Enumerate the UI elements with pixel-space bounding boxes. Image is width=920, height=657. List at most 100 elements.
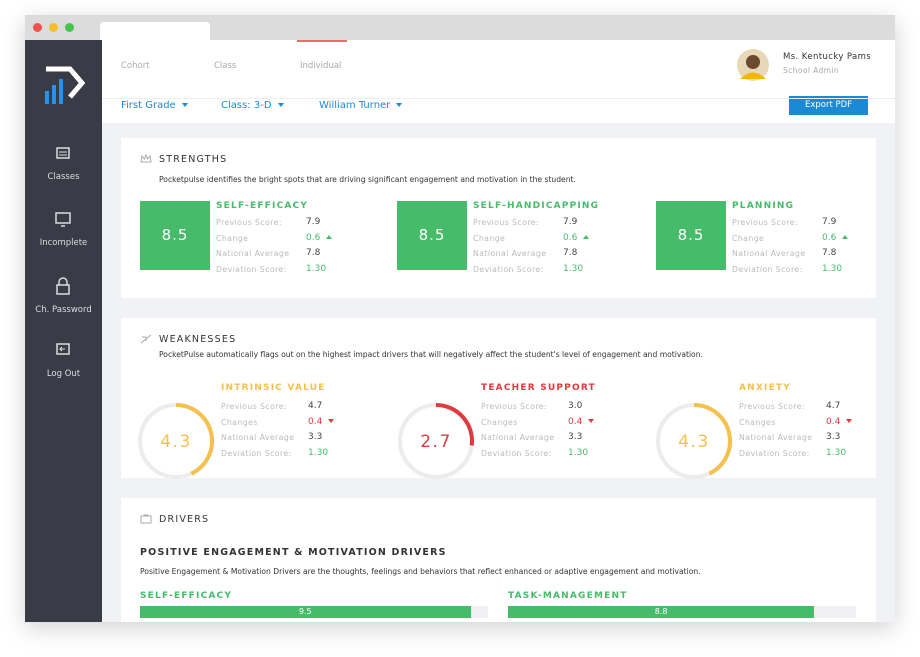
row-value: 3.3: [308, 432, 323, 443]
header-divider: [102, 98, 895, 99]
tab[interactable]: Cohort: [121, 61, 150, 71]
section-description: PocketPulse automatically flags out on t…: [159, 350, 703, 359]
export-button[interactable]: Export PDF: [789, 96, 868, 115]
item-name: TEACHER SUPPORT: [481, 383, 596, 393]
item-name: ANXIETY: [739, 383, 791, 393]
row-value: 0.4: [826, 417, 853, 427]
row-label: Changes: [739, 417, 776, 427]
dropdown-caret: [277, 103, 284, 107]
row-label: Deviation Score:: [473, 264, 544, 274]
logo: [45, 66, 86, 104]
section-icon: [140, 514, 152, 524]
row-label: Previous Score:: [732, 218, 798, 227]
trend-arrow: [588, 419, 595, 424]
section-title: WEAKNESSES: [159, 334, 237, 345]
bar-label: SELF-EFFICACY: [140, 591, 233, 601]
row-label: Deviation Score:: [732, 264, 803, 274]
avatar: [737, 49, 769, 81]
row-value: 1.30: [568, 447, 589, 458]
item-name: SELF-EFFICACY: [216, 201, 309, 211]
row-label: National Average: [473, 249, 547, 259]
row-label: Previous Score:: [473, 218, 539, 227]
sidebar-item[interactable]: Log Out: [46, 369, 81, 379]
section-title: STRENGTHS: [159, 154, 228, 165]
row-label: Previous Score:: [481, 402, 547, 411]
row-label: Changes: [481, 417, 518, 427]
row-value: 0.6: [306, 233, 333, 243]
dropdown-caret: [396, 103, 403, 107]
filter-dropdown[interactable]: First Grade: [121, 100, 188, 111]
tab[interactable]: Class: [214, 61, 237, 71]
tab[interactable]: Individual: [300, 61, 342, 71]
item-name: SELF-HANDICAPPING: [473, 201, 600, 211]
row-value: 1.30: [563, 263, 584, 274]
row-label: Deviation Score:: [221, 448, 292, 458]
trend-arrow: [842, 235, 849, 240]
row-value: 0.4: [568, 417, 595, 427]
weaknesses-card: WEAKNESSES PocketPulse automatically flag…: [121, 318, 876, 479]
gauge-arc: [175, 403, 214, 476]
sidebar-item[interactable]: Classes: [47, 172, 80, 182]
row-value: 7.9: [822, 217, 837, 227]
row-label: Previous Score:: [739, 402, 805, 411]
close-dot[interactable]: [33, 23, 42, 32]
row-label: Changes: [221, 417, 258, 427]
subsection-title: POSITIVE ENGAGEMENT & MOTIVATION DRIVERS: [140, 547, 447, 558]
row-value: 0.6: [563, 233, 590, 243]
row-value: 7.9: [306, 217, 321, 227]
drivers-card: DRIVERS POSITIVE ENGAGEMENT & MOTIVATION …: [121, 498, 876, 622]
dropdown-caret: [181, 103, 188, 107]
item-name: INTRINSIC VALUE: [221, 383, 326, 393]
trend-arrow: [583, 235, 590, 240]
browser-tab[interactable]: [100, 22, 210, 40]
row-label: National Average: [221, 433, 295, 443]
user-role: School Admin: [783, 66, 839, 75]
header: Export PDF Ms. Kentucky Pams School Admi…: [102, 40, 895, 123]
row-value: 0.4: [308, 417, 335, 427]
sidebar-icon: [55, 212, 71, 227]
maximize-dot[interactable]: [65, 23, 74, 32]
section-icon: [140, 334, 152, 344]
row-value: 7.8: [822, 248, 837, 259]
trend-arrow: [326, 235, 333, 240]
gauge: 4.3: [138, 403, 214, 479]
row-label: National Average: [739, 433, 813, 443]
row-label: Change: [732, 233, 765, 243]
score-box: 8.5: [140, 201, 210, 270]
row-label: Previous Score:: [216, 218, 282, 227]
row-value: 1.30: [826, 447, 847, 458]
row-label: Deviation Score:: [216, 264, 287, 274]
sidebar: Classes Incomplete Ch. Password Log Out: [25, 40, 102, 622]
row-value: 3.0: [568, 401, 583, 411]
gauge-score: 4.3: [160, 432, 192, 452]
gauge: 4.3: [656, 403, 732, 479]
sidebar-item[interactable]: Ch. Password: [35, 305, 92, 315]
active-tab-indicator: [297, 40, 347, 42]
trend-arrow: [846, 419, 853, 424]
sidebar-icon: [56, 147, 70, 159]
section-icon: [140, 154, 152, 163]
sidebar-icon: [56, 277, 70, 295]
item-name: PLANNING: [732, 201, 795, 211]
row-label: National Average: [216, 249, 290, 259]
row-value: 4.7: [308, 401, 323, 411]
row-value: 1.30: [822, 263, 843, 274]
bar-fill: 9.5: [140, 606, 471, 618]
user-name: Ms. Kentucky Pams: [783, 52, 872, 62]
browser-window: Classes Incomplete Ch. Password Log Out Exp…: [25, 15, 895, 622]
bar-fill: 8.8: [508, 606, 815, 618]
row-value: 7.8: [306, 248, 321, 259]
trend-arrow: [328, 419, 335, 424]
row-label: Deviation Score:: [739, 448, 810, 458]
row-value: 0.6: [822, 233, 849, 243]
section-title: DRIVERS: [159, 514, 210, 525]
strengths-card: STRENGTHS Pocketpulse identifies the brig…: [121, 138, 876, 298]
filter-dropdown[interactable]: William Turner: [319, 100, 403, 111]
sidebar-item[interactable]: Incomplete: [39, 238, 88, 248]
filter-dropdown[interactable]: Class: 3-D: [221, 100, 284, 111]
row-label: Previous Score:: [221, 402, 287, 411]
minimize-dot[interactable]: [49, 23, 58, 32]
row-value: 1.30: [306, 263, 327, 274]
row-label: Deviation Score:: [481, 448, 552, 458]
